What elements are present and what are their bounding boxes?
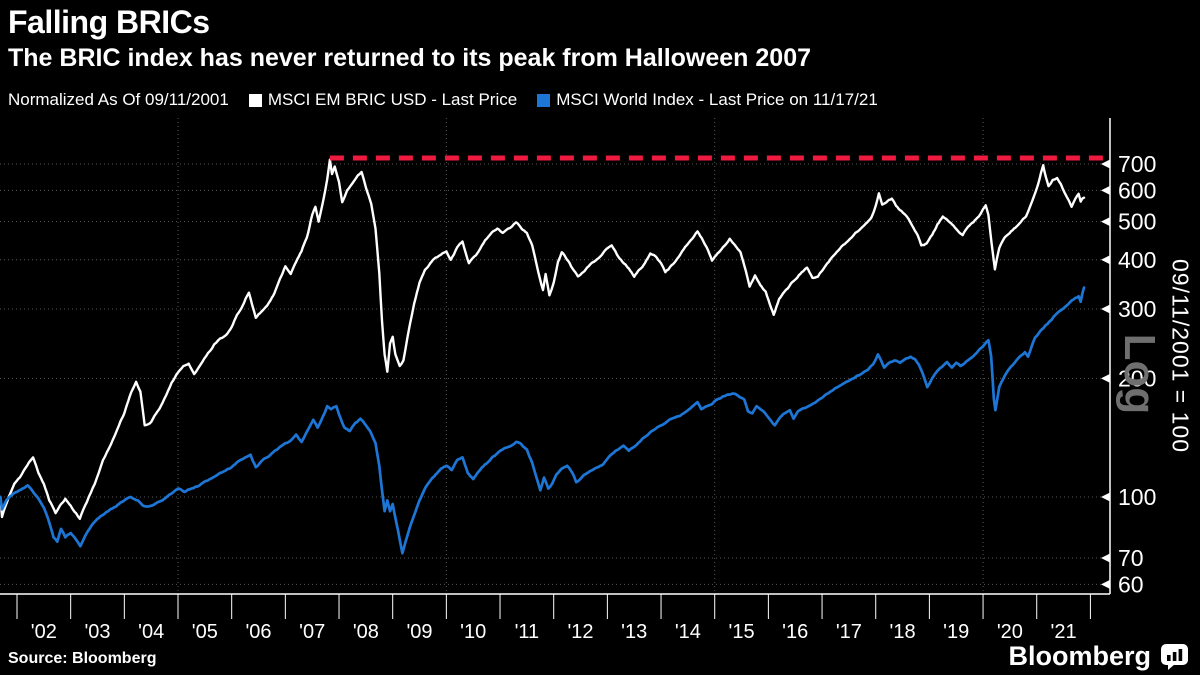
world-series-swatch [537, 93, 551, 107]
y-tick-label: 70 [1118, 545, 1144, 571]
x-tick-label: '12 [567, 621, 593, 643]
x-tick-label: '08 [353, 621, 379, 643]
log-scale-label: Log [1115, 333, 1164, 415]
x-tick-label: '15 [729, 621, 755, 643]
x-tick-label: '17 [836, 621, 862, 643]
x-tick-label: '10 [460, 621, 486, 643]
y-tick-arrow [1101, 579, 1110, 589]
legend-label-world: MSCI World Index - Last Price on 11/17/2… [556, 90, 878, 109]
x-tick-label: '18 [890, 621, 916, 643]
legend: Normalized As Of 09/11/2001 MSCI EM BRIC… [8, 90, 878, 110]
x-tick-label: '03 [84, 621, 110, 643]
x-tick-label: '16 [782, 621, 808, 643]
x-tick-label: '13 [621, 621, 647, 643]
x-tick-label: '11 [515, 621, 540, 643]
y-tick-arrow [1101, 373, 1110, 383]
legend-item-bric: MSCI EM BRIC USD - Last Price [248, 90, 518, 110]
y-tick-arrow [1101, 217, 1110, 227]
legend-item-world: MSCI World Index - Last Price on 11/17/2… [537, 90, 878, 110]
source-note: Source: Bloomberg [8, 650, 157, 667]
x-axis-ticks: '02 '03 '04 '05 '06 '07 '08 '09 '10 '11 '12 '13 '14 '… [16, 594, 1091, 643]
bloomberg-logo: Bloomberg [1008, 641, 1190, 672]
y-tick-arrow [1101, 492, 1110, 502]
y-tick-label: 200 [1118, 365, 1156, 391]
bric-index-line [0, 158, 1086, 520]
y-tick-label: 700 [1118, 151, 1156, 177]
x-tick-label: '14 [675, 621, 701, 643]
y-tick-arrow [1101, 553, 1110, 563]
y-tick-label: 100 [1118, 484, 1156, 510]
y-tick-label: 60 [1118, 571, 1144, 597]
series-lines [0, 158, 1086, 555]
chart-subtitle: The BRIC index has never returned to its… [8, 44, 812, 72]
y-tick-label: 400 [1118, 247, 1156, 273]
x-tick-label: '07 [299, 621, 325, 643]
page-title: Falling BRICs [8, 4, 210, 40]
y-tick-arrow [1101, 255, 1110, 265]
x-tick-label: '19 [943, 621, 969, 643]
y-tick-arrow [1101, 159, 1110, 169]
x-tick-label: '02 [31, 621, 57, 643]
y-tick-label: 500 [1118, 209, 1156, 235]
world-index-line [0, 286, 1086, 555]
bric-series-swatch [248, 93, 262, 107]
x-tick-label: '05 [192, 621, 218, 643]
y-tick-label: 600 [1118, 177, 1156, 203]
x-tick-label: '20 [997, 621, 1023, 643]
y-axis-unit-label: 09/11/2001 = 100 [1167, 259, 1194, 453]
y-tick-arrow [1101, 185, 1110, 195]
y-tick-arrow [1101, 304, 1110, 314]
x-tick-label: '21 [1051, 621, 1077, 643]
gridlines [0, 118, 1110, 594]
x-tick-label: '09 [406, 621, 432, 643]
legend-label-bric: MSCI EM BRIC USD - Last Price [267, 90, 518, 109]
x-tick-label: '04 [138, 621, 164, 643]
y-tick-label: 300 [1118, 296, 1156, 322]
bloomberg-terminal-icon [1161, 643, 1188, 670]
x-tick-label: '06 [245, 621, 271, 643]
axes [0, 118, 1111, 595]
bloomberg-wordmark: Bloomberg [1008, 641, 1151, 671]
legend-normalization-note: Normalized As Of 09/11/2001 [8, 90, 229, 109]
